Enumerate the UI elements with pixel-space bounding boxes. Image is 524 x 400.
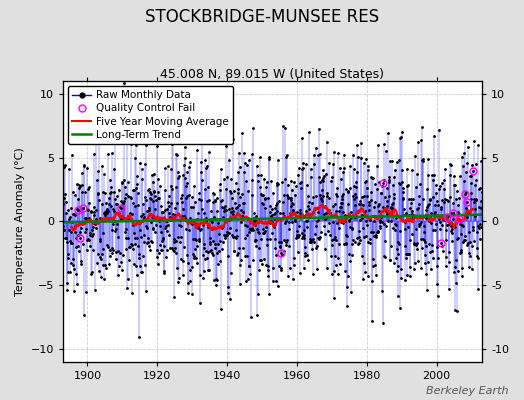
Text: Berkeley Earth: Berkeley Earth: [426, 386, 508, 396]
Y-axis label: Temperature Anomaly (°C): Temperature Anomaly (°C): [15, 147, 25, 296]
Legend: Raw Monthly Data, Quality Control Fail, Five Year Moving Average, Long-Term Tren: Raw Monthly Data, Quality Control Fail, …: [68, 86, 233, 144]
Text: STOCKBRIDGE-MUNSEE RES: STOCKBRIDGE-MUNSEE RES: [145, 8, 379, 26]
Title: 45.008 N, 89.015 W (United States): 45.008 N, 89.015 W (United States): [160, 68, 385, 81]
